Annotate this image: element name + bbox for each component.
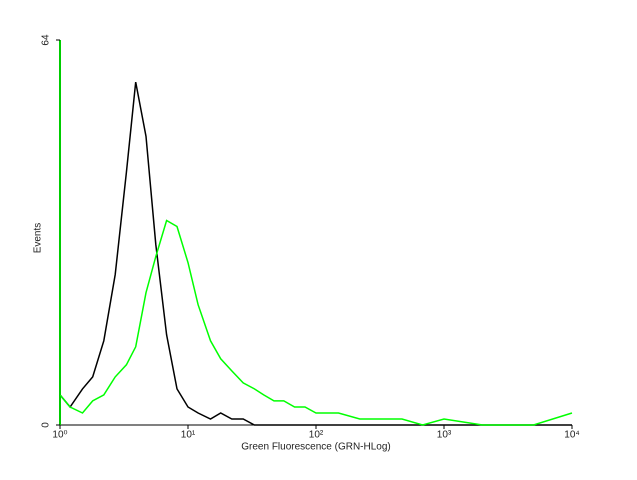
- y-tick-label: 64: [41, 34, 52, 46]
- series-line: [59, 81, 572, 426]
- x-tick-label: 10⁴: [564, 430, 579, 441]
- x-tick-label: 10¹: [181, 430, 196, 441]
- x-tick-label: 10²: [309, 430, 324, 441]
- x-tick-label: 10⁰: [52, 430, 67, 441]
- y-tick-label: 0: [41, 422, 52, 428]
- series-line: [59, 219, 573, 426]
- x-tick-label: 10³: [437, 430, 452, 441]
- x-axis-label: Green Fluorescence (GRN-HLog): [241, 442, 391, 453]
- y-axis-label: Events: [33, 223, 44, 254]
